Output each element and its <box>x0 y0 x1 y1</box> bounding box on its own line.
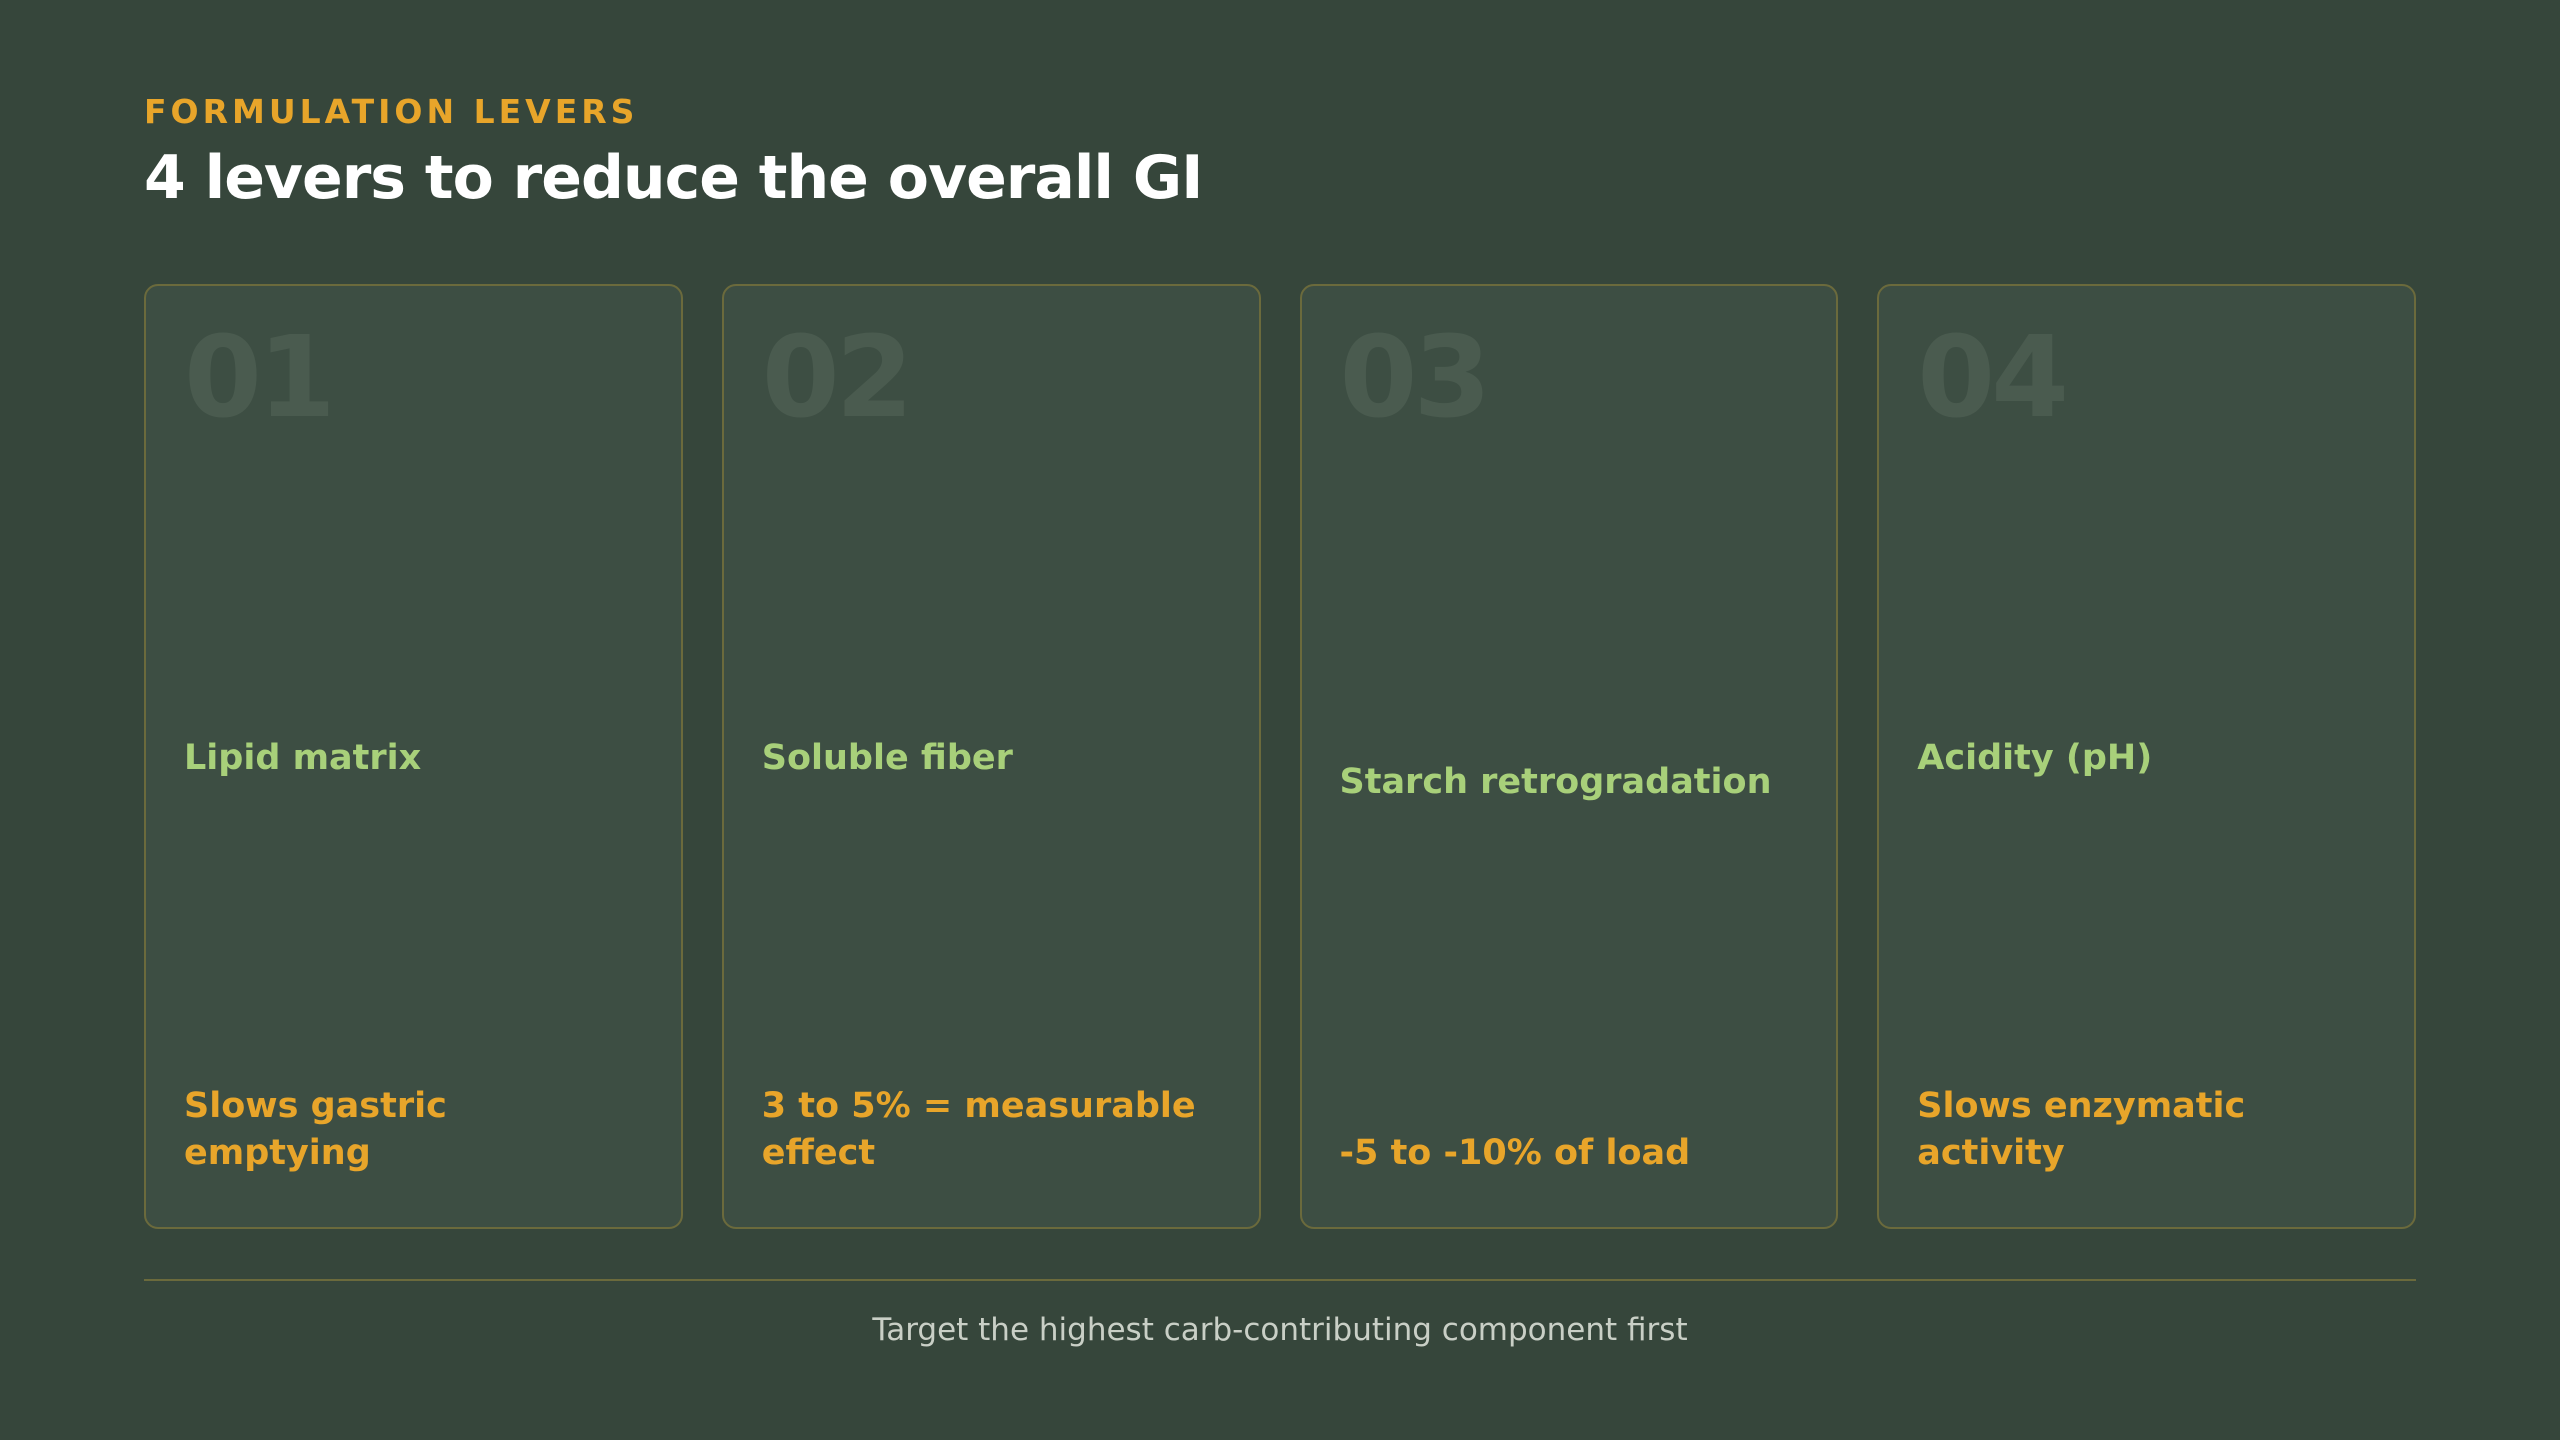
cards: 01 Lipid matrix Slows gastric emptying 02 So… <box>144 284 2416 1229</box>
card-label: Lipid matrix <box>184 738 422 779</box>
card-body: Acidity (pH) <box>1917 434 2376 1083</box>
card-detail: -5 to -10% of load <box>1339 1132 1691 1173</box>
lever-card: 04 Acidity (pH) Slows enzymatic activity <box>1877 284 2416 1229</box>
divider <box>144 1279 2416 1281</box>
card-label: Soluble fiber <box>761 738 1013 779</box>
card-label: Starch retrogradation <box>1339 761 1772 802</box>
title: 4 levers to reduce the overall GI <box>144 143 1203 213</box>
card-body: Starch retrogradation <box>1340 434 1799 1130</box>
card-detail: Slows enzymatic activity <box>1917 1085 2246 1173</box>
card-body: Lipid matrix <box>184 434 643 1083</box>
card-number: 01 <box>184 313 336 443</box>
card-number: 03 <box>1339 313 1492 443</box>
card-number: 02 <box>761 313 914 443</box>
footer: Target the highest carb-contributing com… <box>872 1312 1688 1348</box>
lever-card: 03 Starch retrogradation -5 to -10% of loa… <box>1299 284 1839 1229</box>
card-label: Acidity (pH) <box>1917 738 2153 779</box>
lever-card: 01 Lipid matrix Slows gastric emptying <box>144 284 683 1229</box>
eyebrow: FORMULATION LEVERS <box>144 92 639 131</box>
card-detail: Slows gastric emptying <box>184 1085 447 1173</box>
card-detail: 3 to 5% = measurable effect <box>761 1085 1196 1173</box>
card-number: 04 <box>1917 313 2069 443</box>
card-body: Soluble fiber <box>762 434 1221 1083</box>
lever-card: 02 Soluble fiber 3 to 5% = measurable effe… <box>721 284 1261 1229</box>
